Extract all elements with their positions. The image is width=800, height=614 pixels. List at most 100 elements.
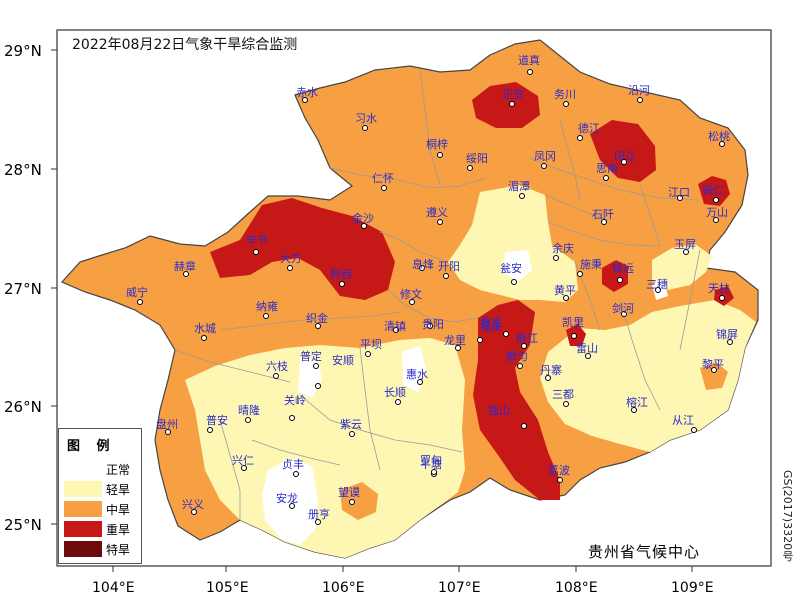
map-title: 2022年08月22日气象干旱综合监测	[72, 37, 298, 53]
station-dafang: 大方	[280, 251, 302, 271]
station-yanhe: 沿河	[628, 84, 650, 103]
lon-label-105: 105°E	[206, 580, 249, 596]
legend-label-severe: 重旱	[106, 523, 131, 537]
station-label: 福泉	[480, 319, 502, 333]
station-label: 册亨	[308, 507, 330, 521]
station-label: 晴隆	[238, 403, 260, 417]
station-huishui: 惠水	[406, 367, 428, 385]
station-guiyang: 贵阳	[422, 318, 444, 331]
station-label: 松桃	[708, 129, 730, 143]
station-label: 雷山	[576, 342, 598, 355]
station-label: 绥阳	[466, 152, 488, 165]
station-label: 镇远	[612, 261, 634, 275]
station-xingren: 兴仁	[232, 454, 254, 471]
station-label: 务川	[554, 88, 576, 101]
station-label: 道真	[518, 53, 540, 67]
station-xifeng: 息烽	[412, 257, 434, 271]
station-shuicheng: 水城	[194, 322, 216, 341]
station-huangping: 黄平	[554, 283, 576, 301]
station-label: 遵义	[426, 205, 448, 219]
station-xiuwen: 修文	[400, 287, 422, 305]
station-qingzhen: 清镇	[384, 319, 406, 333]
lat-label-28: 28°N	[4, 161, 42, 179]
station-label: 锦屏	[716, 327, 738, 341]
station-yuping: 玉屏	[674, 238, 696, 255]
station-luodian: 罗甸	[420, 454, 442, 475]
station-label: 石阡	[592, 208, 614, 221]
station-liuzhi: 六枝	[266, 359, 288, 379]
normal-patch-kaiyang	[503, 250, 532, 282]
station-label: 黔西	[330, 267, 352, 281]
axis-ticks	[51, 49, 693, 572]
station-yinjiang: 印江	[614, 150, 636, 165]
station-longli: 龙里	[444, 334, 466, 351]
station-fuquan: 福泉	[480, 319, 509, 337]
station-jinping: 锦屏	[716, 327, 738, 345]
station-label: 黄平	[554, 283, 576, 297]
lon-label-107: 107°E	[438, 580, 481, 596]
light-drought-south	[185, 338, 465, 558]
station-zunyi: 遵义	[426, 205, 448, 225]
map-approval-number: GS(2017)3320号	[781, 470, 794, 562]
station-bijie: 毕节	[246, 234, 268, 255]
station-label: 印江	[614, 150, 636, 163]
station-label: 赫章	[174, 259, 196, 273]
station-guanling: 关岭	[284, 393, 306, 421]
light-drought-east	[540, 300, 756, 452]
lon-label-108: 108°E	[555, 580, 598, 596]
station-label: 丹寨	[540, 363, 562, 377]
station-label: 普安	[206, 413, 228, 427]
severe-drought-northwest	[210, 198, 395, 300]
station-label: 惠水	[406, 367, 428, 381]
station-yuqing: 余庆	[552, 241, 574, 261]
station-label: 玉屏	[674, 238, 696, 251]
station-songtao: 松桃	[708, 129, 730, 147]
station-zhijin: 织金	[306, 311, 328, 329]
station-label: 盘州	[156, 417, 178, 431]
station-zhenyuan: 镇远	[612, 261, 634, 283]
lat-label-27: 27°N	[4, 280, 42, 298]
station-leishan: 雷山	[576, 342, 598, 359]
station-qianxi: 黔西	[330, 267, 352, 287]
station-anlong: 安龙	[276, 491, 298, 509]
station-label: 普定	[300, 349, 322, 363]
lat-label-25: 25°N	[4, 516, 42, 534]
lon-label-109: 109°E	[671, 580, 714, 596]
station-label: 独山	[488, 404, 510, 417]
station-label: 瓮安	[500, 261, 522, 275]
station-label: 水城	[194, 322, 216, 335]
station-anshun: 安顺	[315, 353, 354, 389]
station-label: 长顺	[384, 386, 406, 399]
station-wanshan: 万山	[706, 206, 728, 223]
station-daozhen: 道真	[518, 53, 540, 75]
station-meitan: 湄潭	[508, 180, 530, 199]
station-label: 思南	[596, 162, 618, 175]
station-label: 都匀	[506, 350, 528, 363]
station-label: 兴义	[182, 498, 204, 511]
station-label: 修文	[400, 287, 422, 301]
station-label: 紫云	[340, 418, 362, 431]
lat-label-26: 26°N	[4, 398, 42, 416]
station-label: 开阳	[438, 260, 460, 273]
severe-drought-central	[473, 300, 560, 500]
station-label: 贵阳	[422, 318, 444, 331]
station-pingba: 平坝	[360, 337, 382, 357]
legend-item-light: 轻旱	[64, 479, 140, 497]
station-label: 平塘	[420, 457, 442, 471]
station-label: 贵定	[480, 315, 502, 329]
station-panzhou: 盘州	[156, 417, 178, 435]
station-changshun: 长顺	[384, 386, 406, 405]
station-jianhe: 剑河	[612, 301, 634, 317]
station-shiqian: 石阡	[592, 208, 614, 225]
station-label: 凯里	[562, 316, 584, 329]
station-kaili: 凯里	[562, 316, 584, 339]
station-tongren: 铜仁	[702, 183, 724, 203]
station-label: 六枝	[266, 359, 288, 373]
station-label: 正安	[502, 87, 524, 101]
legend-item-extreme: 特旱	[64, 539, 140, 557]
station-rongjiang: 榕江	[626, 395, 648, 413]
legend-swatch-moderate	[64, 501, 102, 517]
station-label: 凤冈	[534, 150, 556, 163]
station-chishui: 赤水	[296, 86, 318, 103]
station-puding: 普定	[300, 349, 322, 369]
